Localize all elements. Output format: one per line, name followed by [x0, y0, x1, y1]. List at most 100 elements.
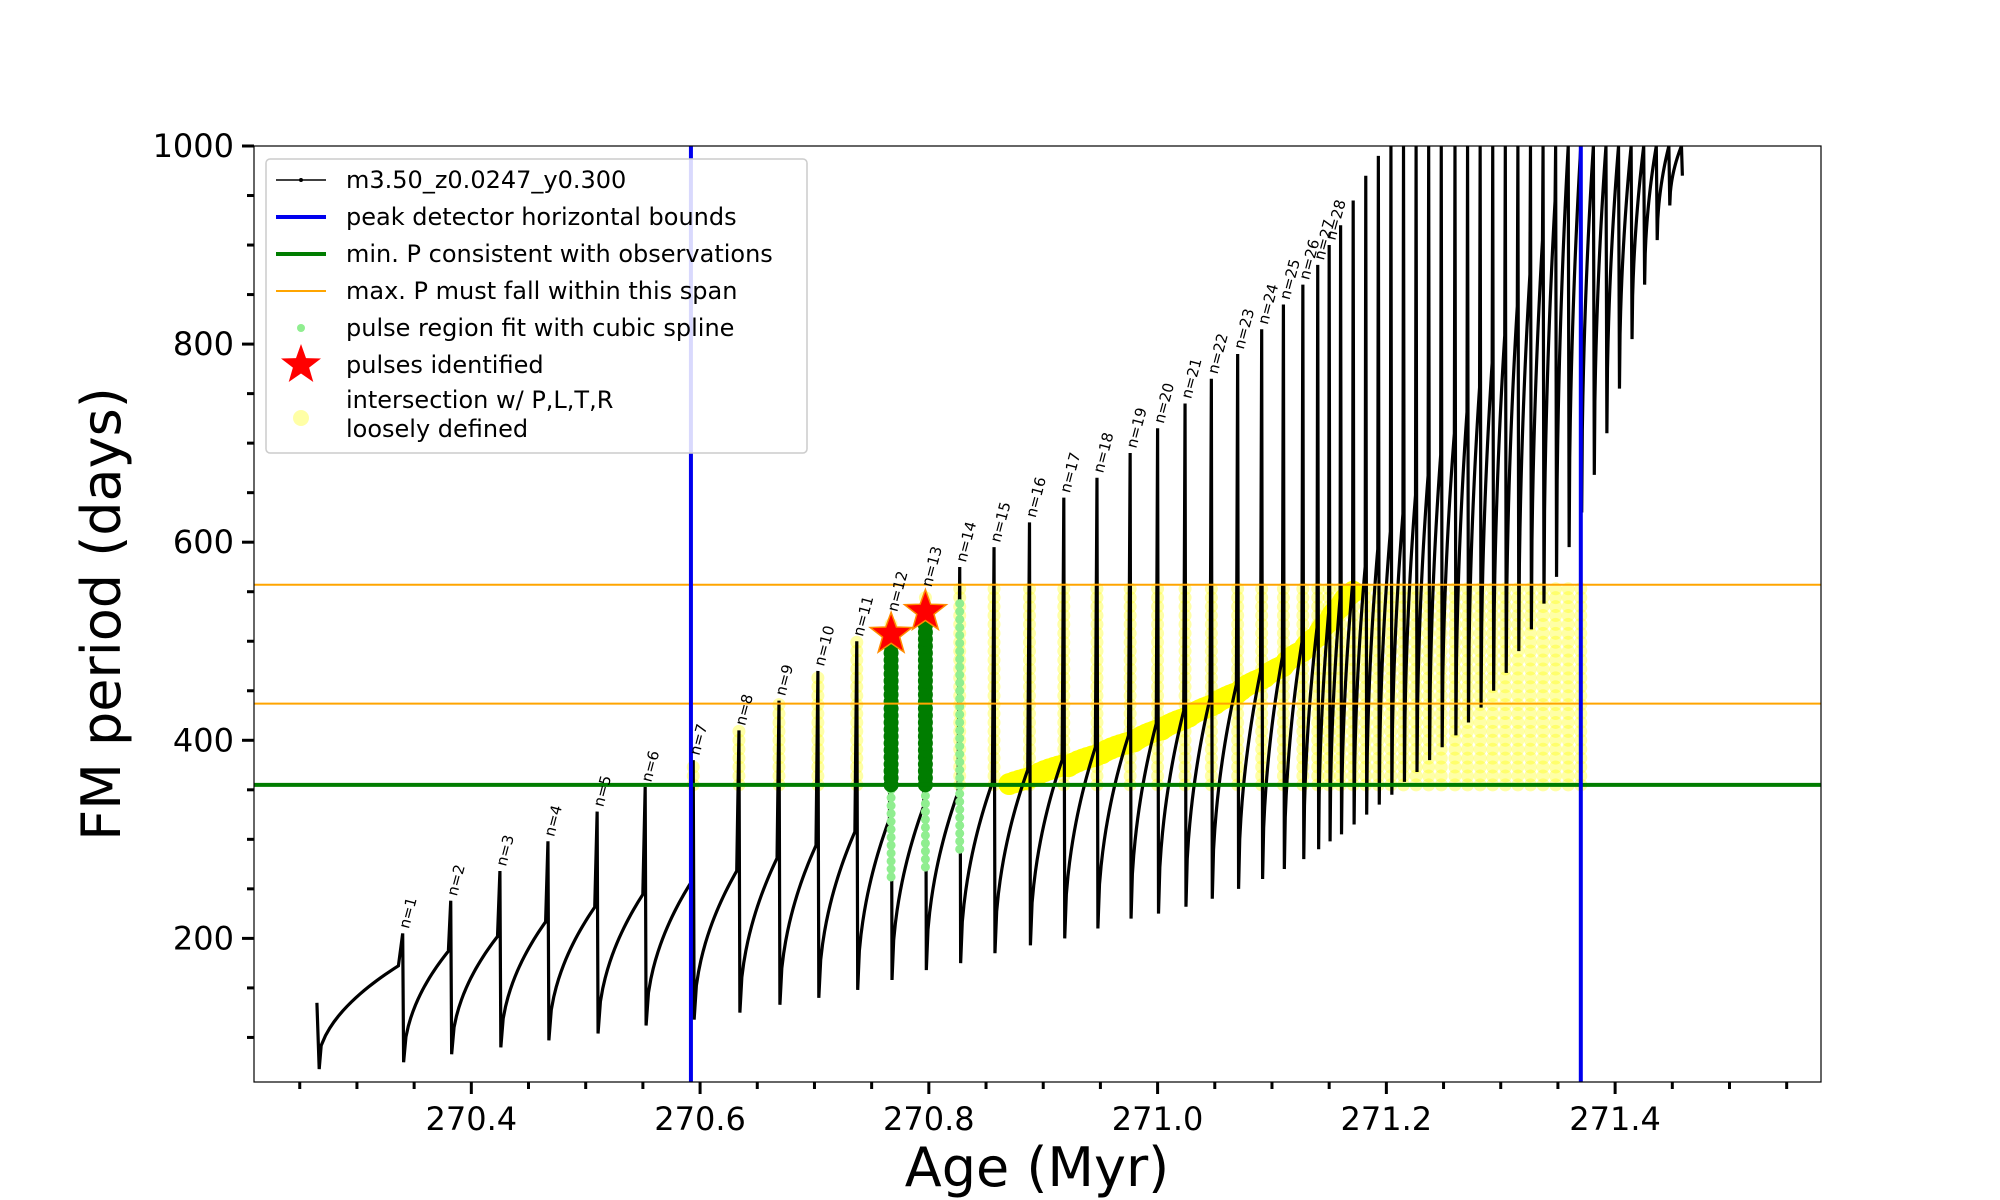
yellow-point	[1523, 742, 1537, 756]
yellow-point	[1536, 662, 1550, 676]
spline-point	[920, 854, 930, 864]
spline-point	[955, 717, 965, 727]
yellow-point	[1561, 707, 1575, 721]
spline-point	[955, 678, 965, 688]
spline-point	[955, 670, 965, 680]
yellow-point	[1561, 591, 1575, 605]
yellow-point	[1549, 671, 1563, 685]
plot-area	[254, 146, 1821, 1082]
yellow-point	[1511, 707, 1525, 721]
spline-point	[955, 614, 965, 624]
yellow-point	[1523, 635, 1537, 649]
legend-black-dot	[299, 178, 303, 182]
yellow-point	[1549, 707, 1563, 721]
yellow-point	[1536, 671, 1550, 685]
yellow-point	[1448, 760, 1462, 774]
legend-label-line: loosely defined	[346, 415, 528, 443]
yellow-point	[1536, 689, 1550, 703]
identified-pulse-star	[902, 587, 949, 632]
yellow-point	[1498, 715, 1512, 729]
yellow-point	[1549, 680, 1563, 694]
yellow-point	[1461, 724, 1475, 738]
spline-point	[955, 725, 965, 735]
legend-yellow-dot	[293, 410, 309, 426]
spline-point	[886, 824, 896, 834]
yellow-point	[1536, 635, 1550, 649]
yellow-point	[1498, 707, 1512, 721]
yellow-point	[1498, 760, 1512, 774]
yellow-point	[1422, 769, 1436, 783]
yellow-point	[1486, 715, 1500, 729]
yellow-point	[1498, 733, 1512, 747]
spline-point	[886, 872, 896, 882]
yellow-point	[1473, 751, 1487, 765]
yellow-point	[1486, 707, 1500, 721]
legend-label: max. P must fall within this span	[346, 277, 737, 305]
spline-point	[955, 694, 965, 704]
yellow-point	[1448, 751, 1462, 765]
spline-point	[920, 846, 930, 856]
yellow-point	[1549, 760, 1563, 774]
yellow-point	[1511, 653, 1525, 667]
yellow-point	[1536, 626, 1550, 640]
yellow-point	[1448, 769, 1462, 783]
yellow-point	[1549, 662, 1563, 676]
yellow-point	[1498, 751, 1512, 765]
spline-point	[955, 710, 965, 720]
yellow-point	[1536, 724, 1550, 738]
y-tick-label: 600	[173, 523, 234, 561]
yellow-point	[1561, 608, 1575, 622]
yellow-point	[1561, 715, 1575, 729]
yellow-point	[1523, 680, 1537, 694]
legend-entry: min. P consistent with observations	[276, 240, 773, 268]
y-axis-title: FM period (days)	[70, 387, 133, 841]
yellow-point	[1561, 644, 1575, 658]
spline-point	[886, 817, 896, 827]
yellow-point	[1561, 751, 1575, 765]
yellow-point	[1486, 742, 1500, 756]
yellow-point	[1473, 715, 1487, 729]
yellow-point	[1498, 742, 1512, 756]
yellow-point	[1536, 707, 1550, 721]
yellow-point	[1473, 742, 1487, 756]
yellow-point	[1498, 689, 1512, 703]
spline-point	[955, 765, 965, 775]
spline-point	[886, 801, 896, 811]
yellow-point	[1561, 689, 1575, 703]
yellow-point	[1561, 769, 1575, 783]
yellow-point	[1561, 742, 1575, 756]
yellow-point	[1536, 760, 1550, 774]
legend-entry: intersection w/ P,L,T,R loosely defined	[293, 386, 613, 443]
spline-point	[955, 828, 965, 838]
legend-label-line: intersection w/ P,L,T,R	[346, 386, 613, 414]
yellow-point	[1511, 769, 1525, 783]
x-tick-label: 270.8	[883, 1100, 975, 1138]
spline-point	[886, 832, 896, 842]
yellow-point	[1511, 671, 1525, 685]
yellow-point	[1486, 733, 1500, 747]
yellow-point	[1561, 662, 1575, 676]
axes: 270.4 270.6 270.8 271.0 271.2 271.4 200 400 600 8…	[153, 127, 1789, 1138]
spline-point	[886, 864, 896, 874]
spline-point	[920, 822, 930, 832]
yellow-point	[1523, 760, 1537, 774]
yellow-point	[1536, 680, 1550, 694]
yellow-point	[1511, 760, 1525, 774]
spline-point	[920, 830, 930, 840]
spline-point	[886, 809, 896, 819]
yellow-point	[1511, 662, 1525, 676]
yellow-point	[1561, 626, 1575, 640]
legend-label: pulses identified	[346, 351, 544, 379]
yellow-point	[1549, 608, 1563, 622]
identified-pulse-star	[868, 610, 915, 654]
spline-point	[955, 820, 965, 830]
spline-point	[886, 856, 896, 866]
yellow-point	[1523, 626, 1537, 640]
legend-label: m3.50_z0.0247_y0.300	[346, 166, 626, 194]
spline-point	[955, 749, 965, 759]
yellow-point	[1549, 635, 1563, 649]
spline-point	[886, 793, 896, 803]
plot-frame	[253, 145, 1822, 1083]
yellow-point	[1523, 671, 1537, 685]
